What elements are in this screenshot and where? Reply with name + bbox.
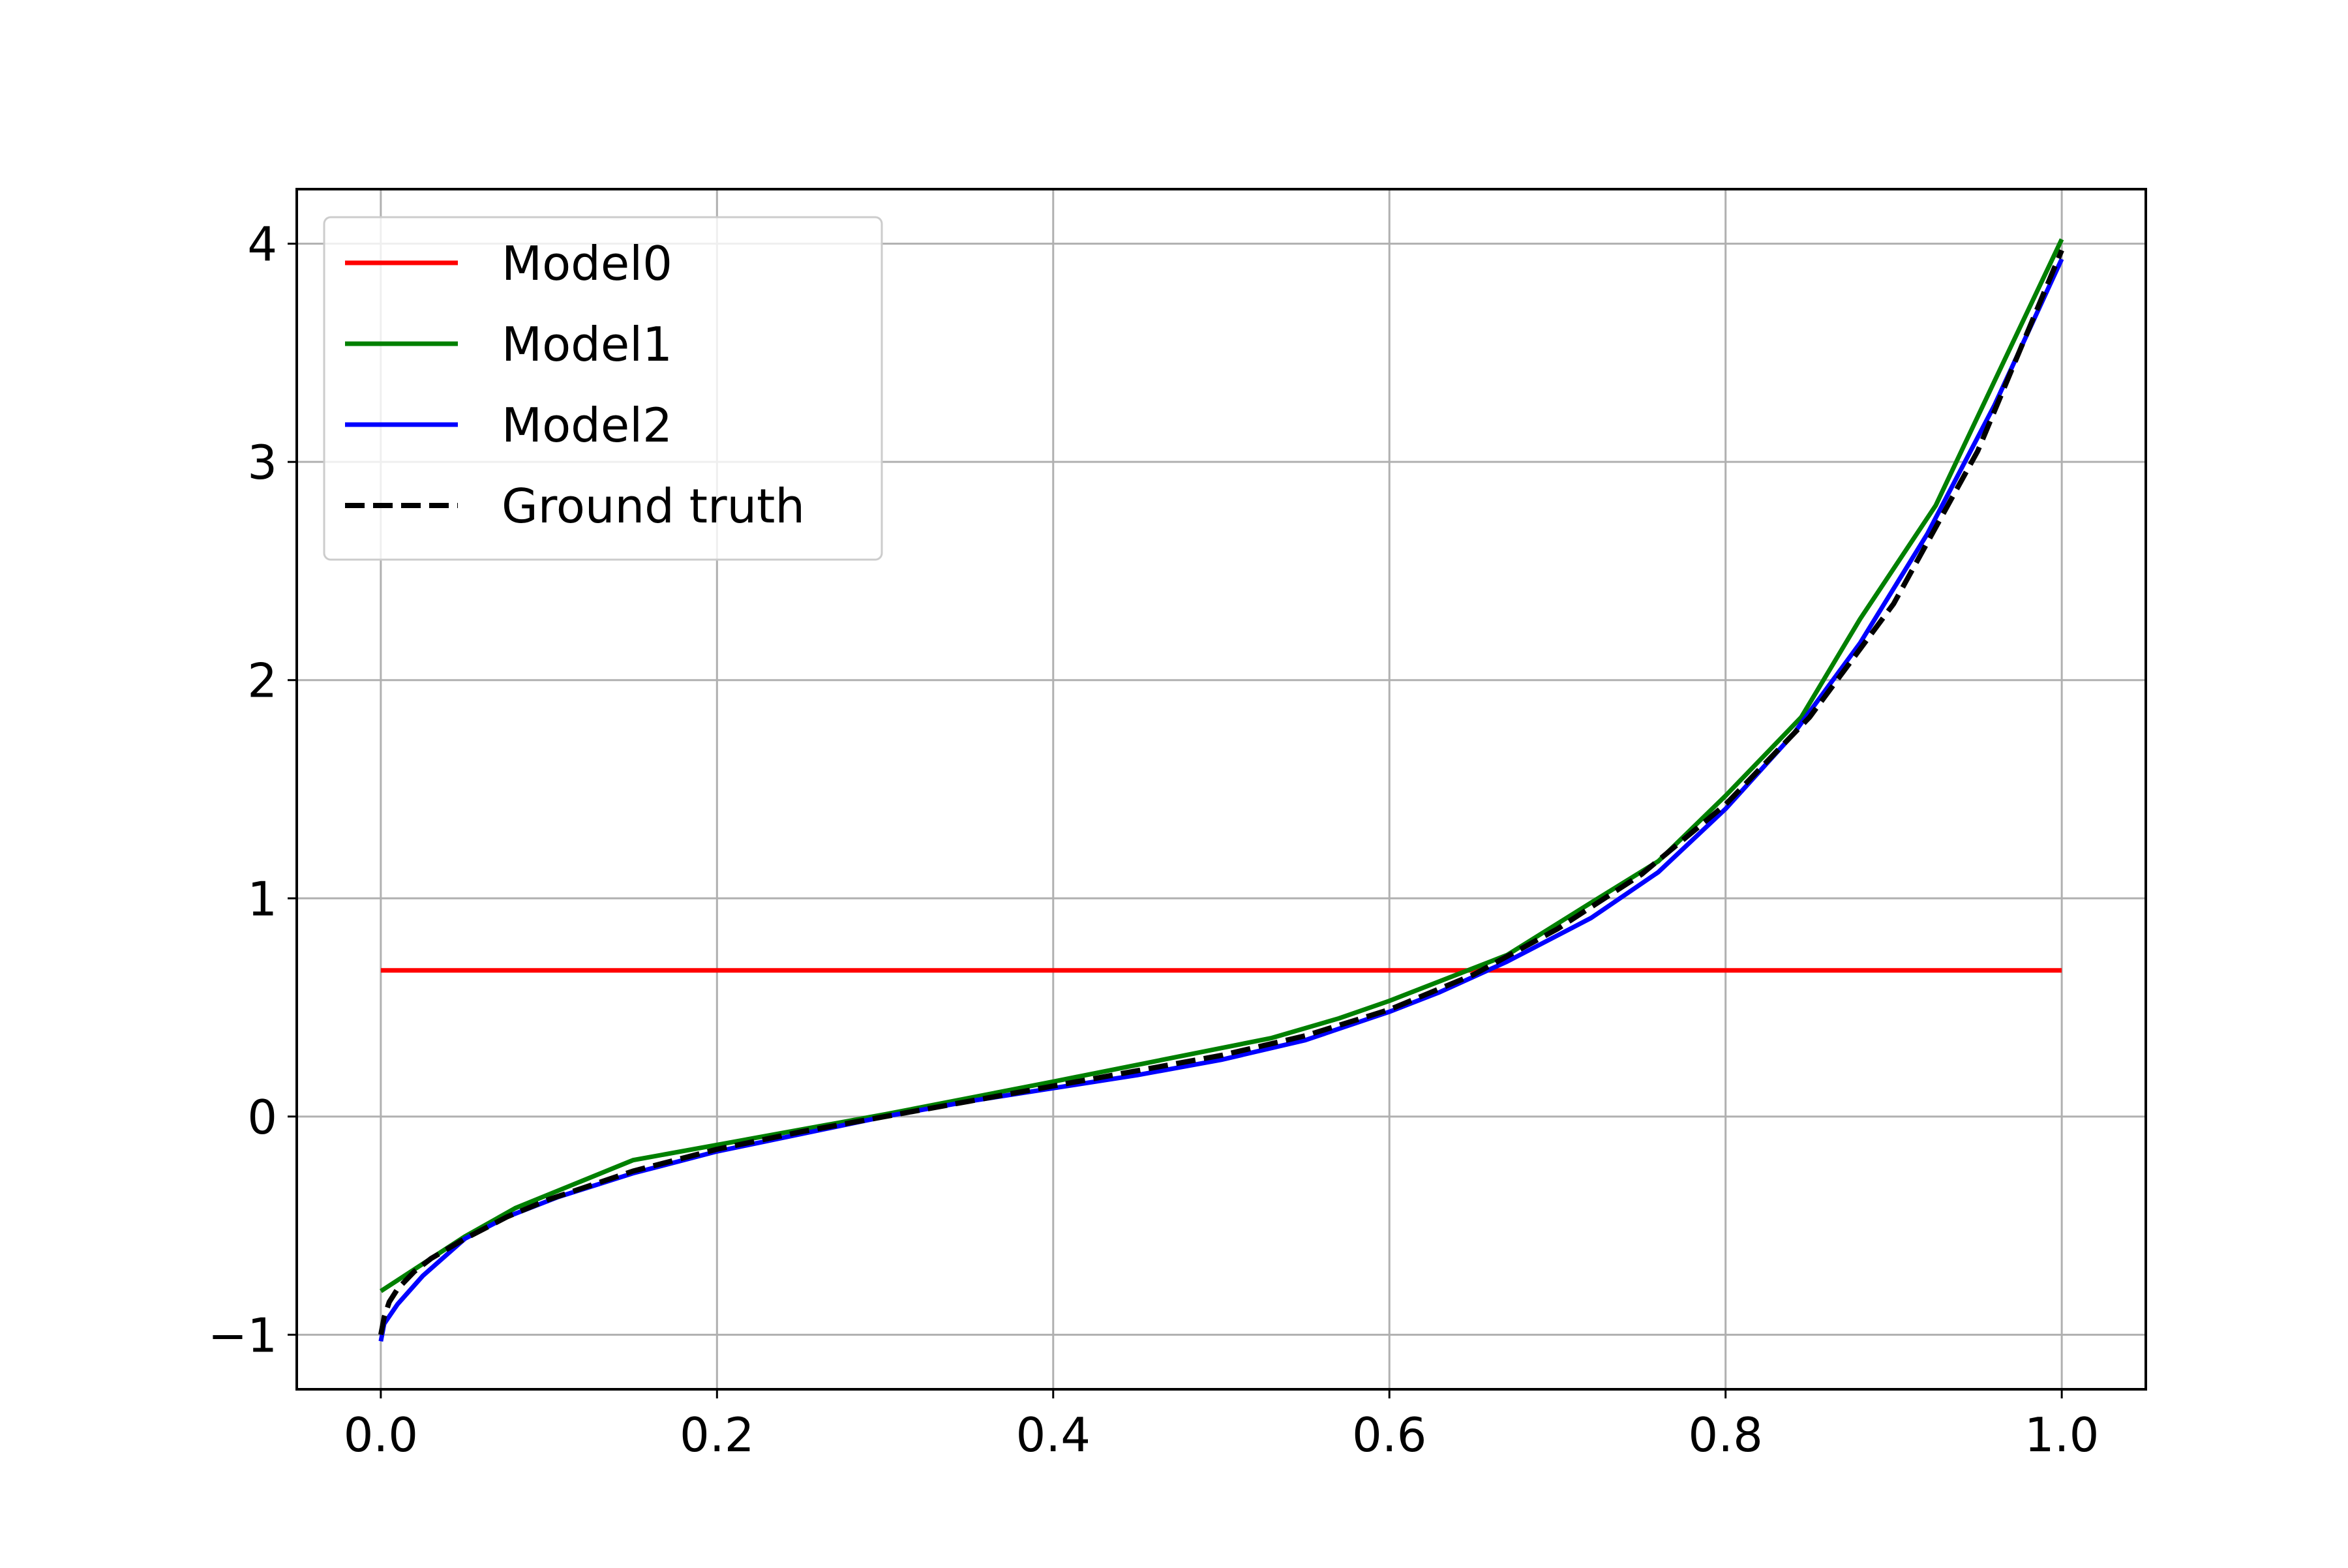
y-tick-label: 2 [247,654,277,708]
legend-label-model1: Model1 [502,317,672,372]
ticks: 0.0 0.2 0.4 0.6 0.8 1.0 −1 0 1 2 3 4 [208,217,2100,1462]
y-tick-label: 0 [247,1090,277,1145]
series-line-model1 [379,238,2064,1293]
x-tick-label: 0.2 [680,1408,755,1462]
x-tick-label: 0.0 [344,1408,419,1462]
y-tick-label: 1 [247,871,277,926]
x-tick-label: 0.8 [1688,1408,1763,1462]
series-line-ground-truth [378,249,2064,1336]
legend-box [323,216,883,561]
x-tick-label: 1.0 [2024,1408,2100,1462]
legend: Model0 Model1 Model2 Ground truth [323,216,883,561]
y-tick-label: 3 [247,435,277,490]
y-tick-label: 4 [247,217,277,272]
y-tick-label: −1 [208,1308,277,1363]
series-layer [378,238,2064,1342]
x-tick-label: 0.6 [1352,1408,1427,1462]
legend-label-model0: Model0 [502,236,672,291]
axes-frame [295,188,2147,1391]
grid [297,189,2146,1389]
legend-label-ground-truth: Ground truth [502,479,805,534]
x-tick-label: 0.4 [1016,1408,1091,1462]
legend-label-model2: Model2 [502,398,672,453]
